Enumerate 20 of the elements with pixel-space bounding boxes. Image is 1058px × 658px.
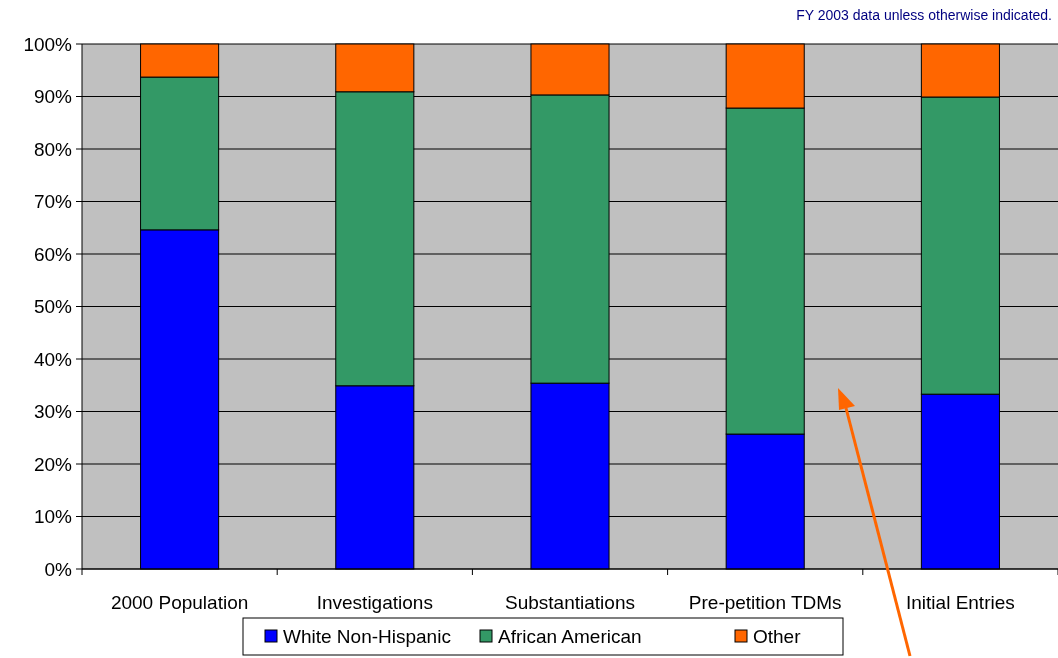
- y-tick-label: 100%: [23, 33, 73, 55]
- y-tick-label: 10%: [33, 506, 73, 528]
- x-tick-label: Initial Entries: [906, 592, 1015, 613]
- y-tick-label: 50%: [33, 296, 73, 318]
- y-tick-label: 70%: [33, 191, 73, 213]
- y-tick-label: 20%: [33, 453, 73, 475]
- y-tick-label: 0%: [44, 558, 73, 580]
- y-tick-label: 60%: [33, 243, 73, 265]
- x-tick-label: Substantiations: [505, 592, 635, 613]
- text: FY 2003 data unless otherwise indicated.: [796, 7, 1052, 23]
- x-tick-label: Investigations: [316, 592, 433, 613]
- x-tick-label: Pre-petition TDMs: [688, 592, 842, 613]
- y-tick-label: 30%: [33, 401, 73, 423]
- x-tick-label: 2000 Population: [110, 592, 249, 613]
- y-tick-label: 40%: [33, 348, 73, 370]
- y-tick-label: 80%: [33, 138, 73, 160]
- y-tick-label: 90%: [33, 86, 73, 108]
- legend-label: Other: [753, 625, 802, 647]
- legend-label: White Non-Hispanic: [283, 625, 451, 647]
- legend-label: African American: [498, 625, 642, 647]
